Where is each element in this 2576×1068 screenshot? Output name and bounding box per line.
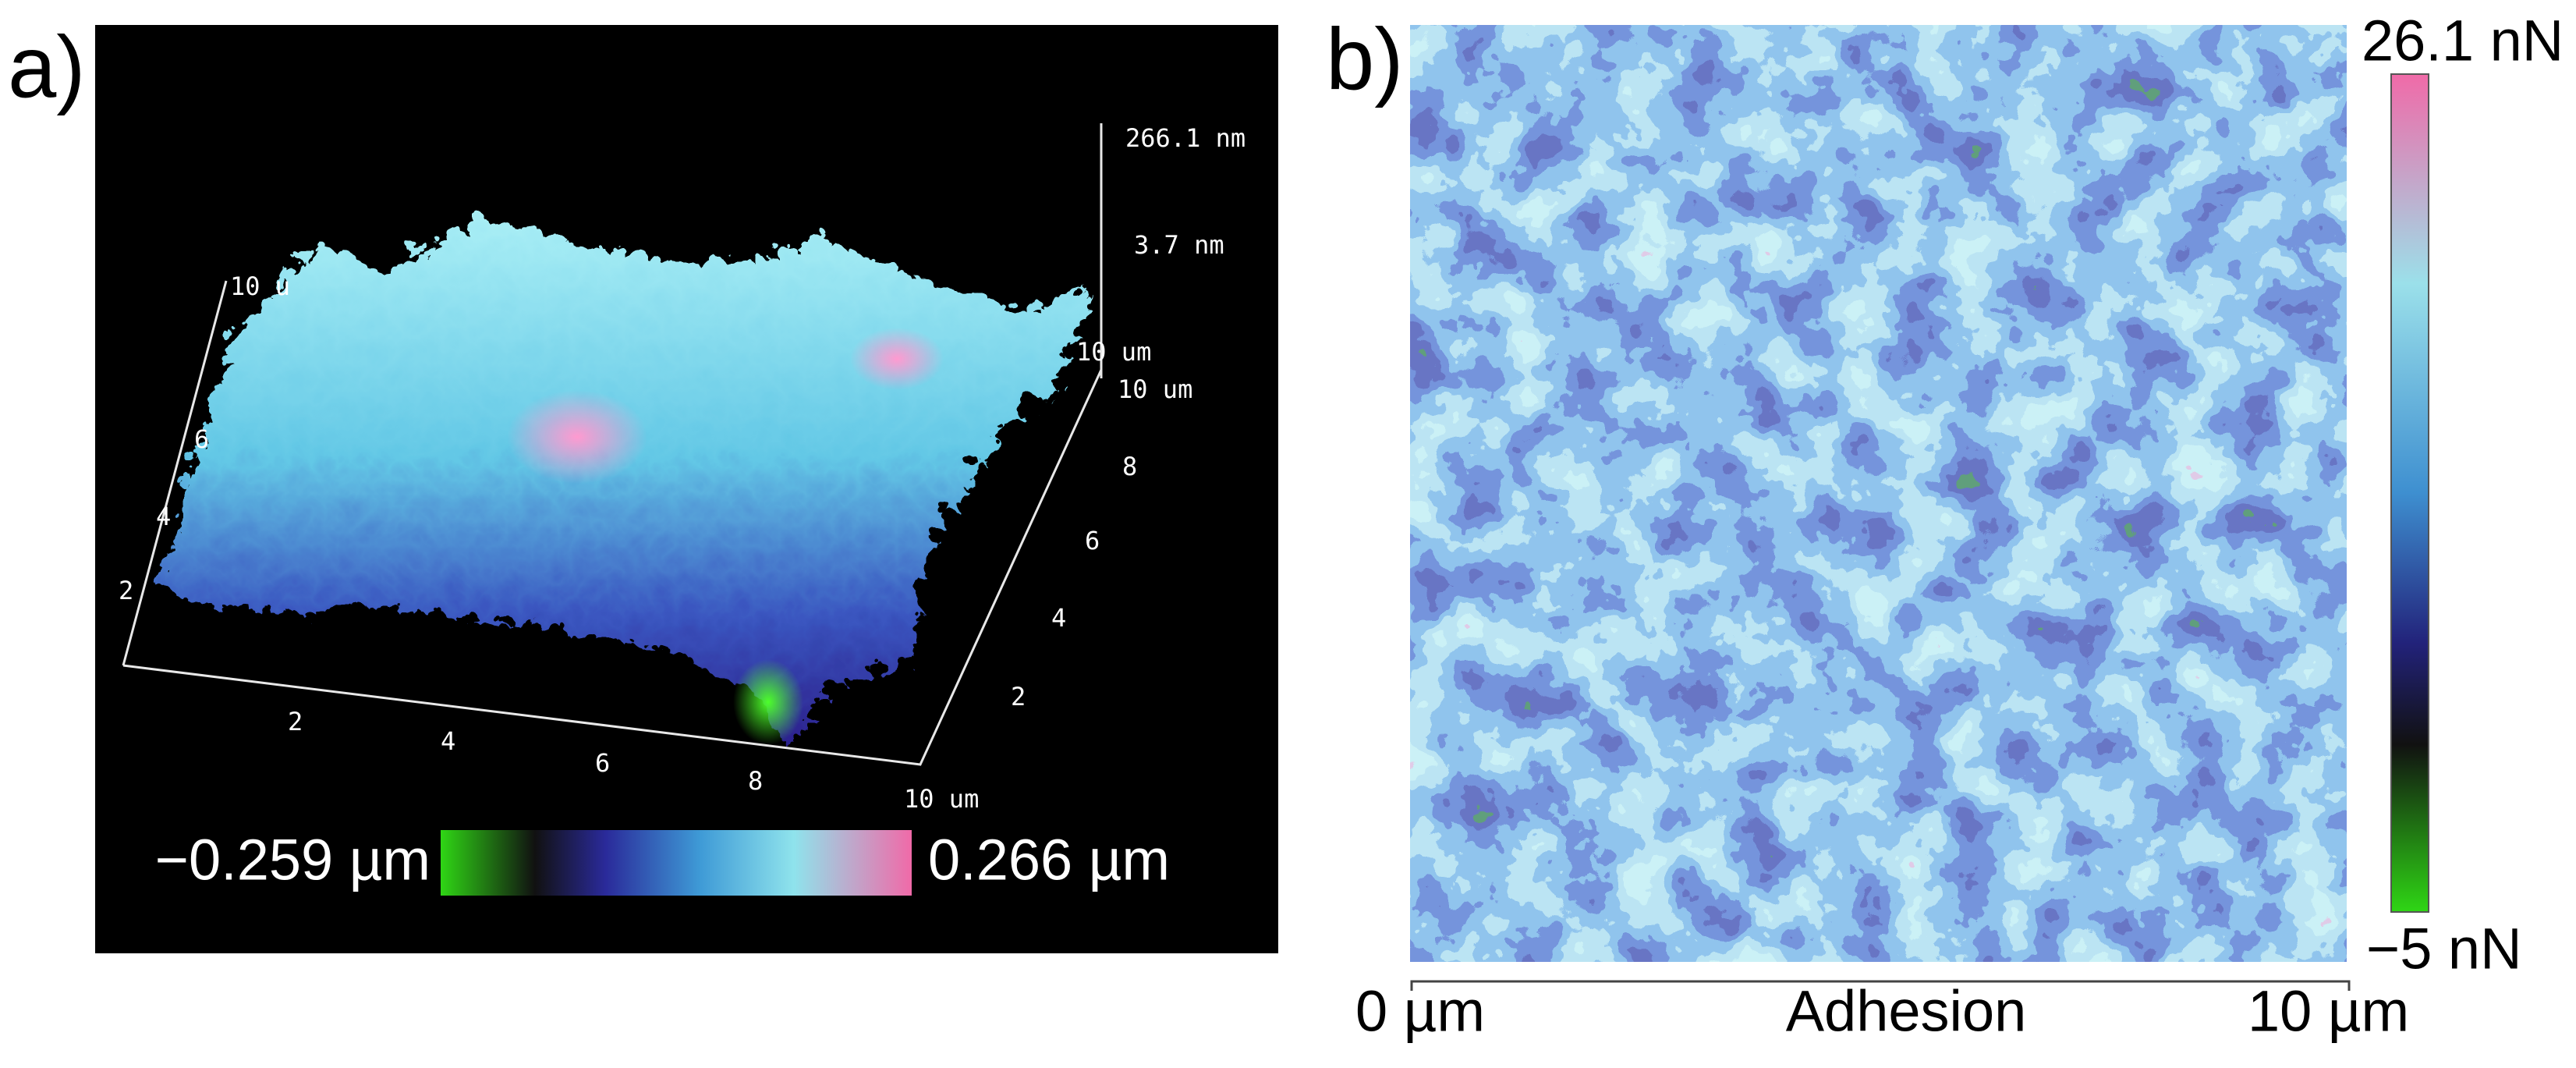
axis-title: Adhesion (1786, 979, 2027, 1044)
x-tick-label: 8 (748, 766, 763, 796)
z-label: 3.7 nm (1134, 230, 1224, 260)
adhesion-map (1410, 25, 2347, 962)
colorbar (2390, 73, 2429, 913)
left-tick-label: 2 (119, 576, 133, 605)
axis-end: 10 µm (2248, 979, 2409, 1044)
x-tick-label: 4 (441, 726, 455, 756)
colorbar-min: −0.259 µm (155, 828, 431, 892)
x-tick-label: 6 (595, 748, 610, 778)
left-tick-label: 4 (156, 502, 171, 531)
left-tick-label: 6 (194, 424, 209, 454)
z-label: 10 um (1076, 337, 1151, 367)
axis-box (122, 123, 1103, 766)
colorbar-max: 26.1 nN (2362, 9, 2564, 73)
y-tick-label: 2 (1011, 682, 1026, 711)
scale-axis (1410, 980, 2351, 991)
x-tick-label: 2 (288, 707, 303, 736)
left-tick-label: 10 u (230, 271, 290, 301)
y-tick-label: 8 (1122, 452, 1137, 481)
colorbar (441, 830, 912, 896)
panel-label: a) (8, 19, 86, 116)
z-label: 266.1 nm (1125, 123, 1245, 153)
y-tick-label: 10 um (1118, 374, 1192, 404)
y-tick-label: 6 (1085, 526, 1100, 555)
x-tick-label: 10 um (904, 784, 979, 814)
axis-start: 0 µm (1355, 979, 1485, 1044)
colorbar-min: −5 nN (2366, 917, 2522, 981)
colorbar-max: 0.266 µm (928, 828, 1170, 892)
surface (148, 211, 1084, 745)
panel-label: b) (1326, 11, 1404, 108)
y-tick-label: 4 (1051, 603, 1066, 633)
